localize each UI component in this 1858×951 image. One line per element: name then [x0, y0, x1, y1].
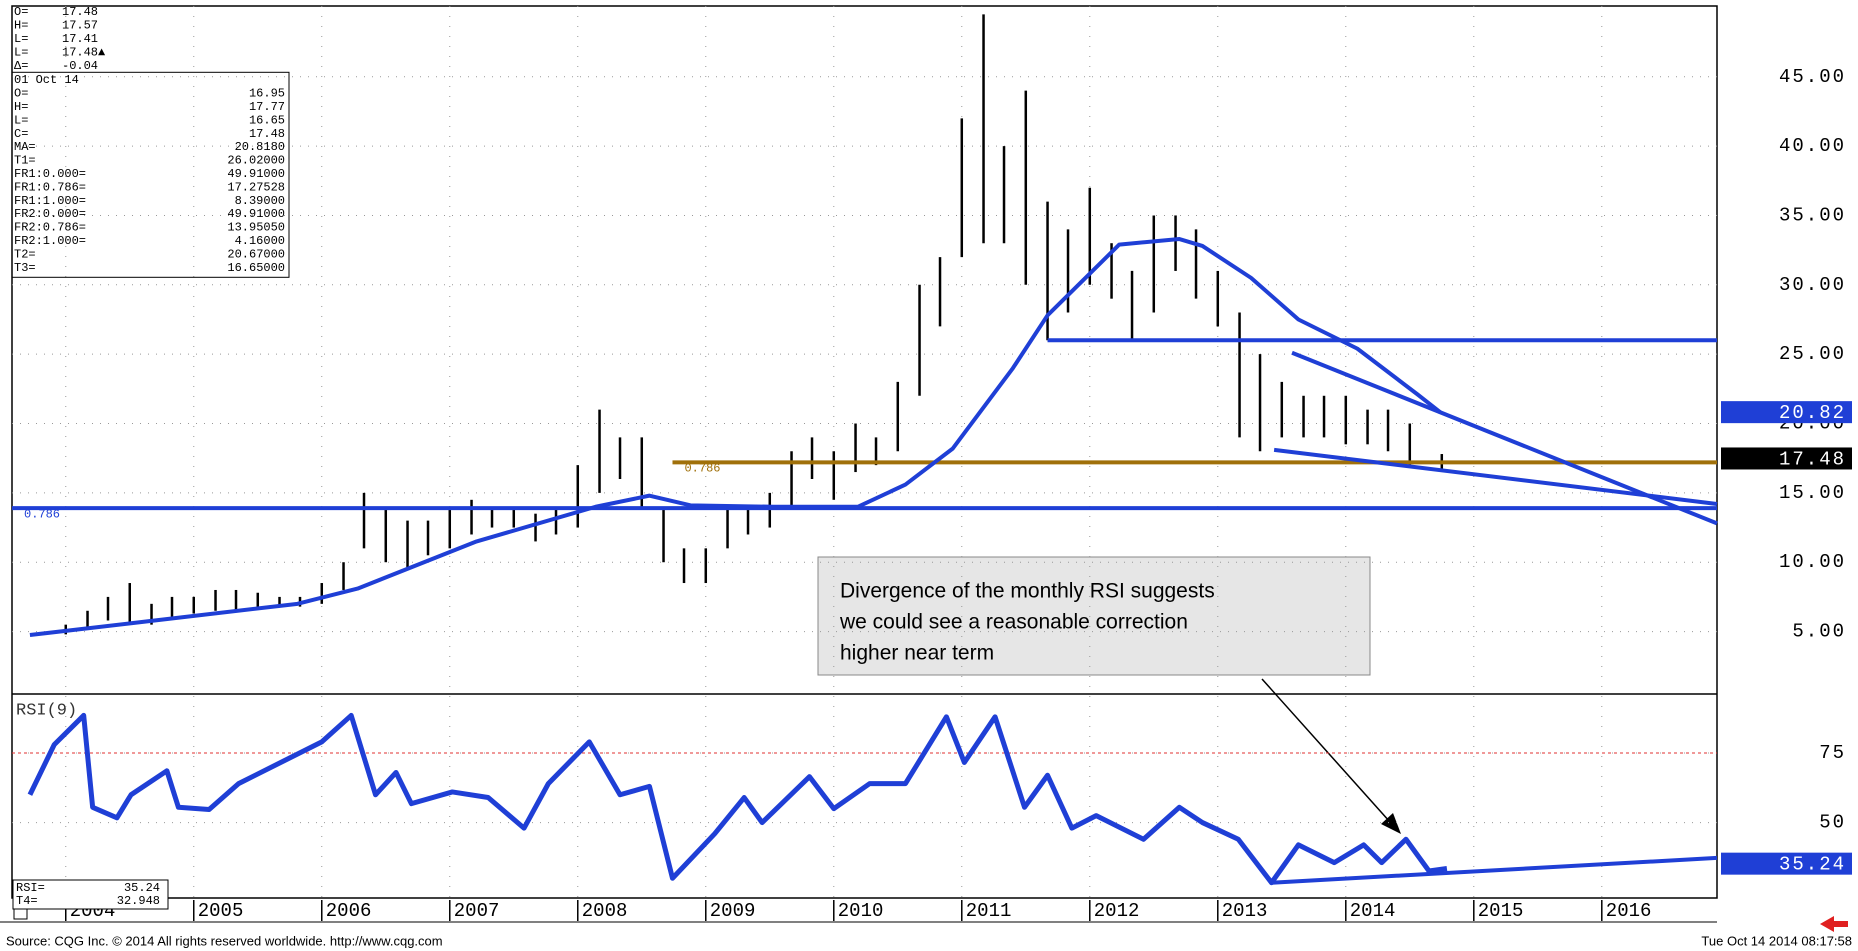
info-value: 16.95 — [249, 87, 285, 101]
info-label: H= — [14, 19, 28, 33]
plot-frame — [11, 5, 1718, 899]
info-label: MA= — [14, 140, 36, 154]
y-tick-label: 45.00 — [1779, 66, 1846, 88]
annotation-line: Divergence of the monthly RSI suggests — [840, 580, 1215, 603]
x-tick-label: 2013 — [1222, 900, 1268, 922]
level-label: 0.786 — [684, 462, 720, 476]
value-marker — [1721, 447, 1852, 470]
rsi-title: RSI(9) — [16, 701, 77, 720]
arrow-head — [1381, 813, 1401, 834]
y-tick-label: 40.00 — [1779, 135, 1846, 157]
x-tick-label: 2005 — [198, 900, 244, 922]
rsi-line — [27, 712, 1448, 886]
y-tick-label: 35.00 — [1779, 204, 1846, 226]
info-label: L= — [14, 113, 28, 127]
info-label: T3= — [14, 261, 36, 275]
value-marker-label: 20.82 — [1779, 402, 1846, 424]
info-label: O= — [14, 5, 28, 19]
info-label: L= — [14, 45, 28, 59]
y-tick-label: 25.00 — [1779, 343, 1846, 365]
rsi-label: T4= — [16, 894, 38, 908]
annotation-line: higher near term — [840, 642, 994, 665]
x-tick-label: 2012 — [1094, 900, 1140, 922]
info-label: T2= — [14, 247, 36, 261]
info-label: T1= — [14, 154, 36, 168]
info-value: 4.16000 — [235, 234, 285, 248]
x-tick-label: 2009 — [710, 900, 756, 922]
rsi-value: 32.948 — [117, 894, 160, 908]
info-value: 17.57 — [62, 19, 98, 33]
info-value: 20.8180 — [235, 140, 285, 154]
x-tick-label: 2015 — [1478, 900, 1524, 922]
info-label: FR1:0.000= — [14, 167, 86, 181]
x-tick-label: 2008 — [582, 900, 628, 922]
info-label: O= — [14, 87, 28, 101]
y-tick-label: 5.00 — [1792, 621, 1846, 643]
value-marker-label: 35.24 — [1779, 854, 1846, 876]
info-value: 17.41 — [62, 32, 98, 46]
annotation-box — [817, 556, 1371, 676]
info-value: 49.91000 — [227, 207, 285, 221]
x-tick-label: 2014 — [1350, 900, 1396, 922]
info-label: FR2:0.786= — [14, 221, 86, 235]
info-value: -0.04 — [62, 59, 98, 73]
info-value: 17.27528 — [227, 180, 285, 194]
value-marker — [1721, 852, 1852, 875]
info-value: 16.65 — [249, 113, 285, 127]
info-value: 20.67000 — [227, 247, 285, 261]
x-tick-label: 2010 — [838, 900, 884, 922]
value-marker-label: 17.48 — [1779, 448, 1846, 470]
y-tick-label: 15.00 — [1779, 482, 1846, 504]
trendline — [1271, 855, 1718, 885]
info-value: 17.48 — [249, 127, 285, 141]
rsi-value: 35.24 — [124, 881, 160, 895]
y-tick-label: 75 — [1819, 742, 1846, 764]
info-date: 01 Oct 14 — [14, 73, 79, 87]
x-tick-label: 2007 — [454, 900, 500, 922]
info-value: 17.48 — [62, 5, 98, 19]
info-label: H= — [14, 100, 28, 114]
info-label: FR1:0.786= — [14, 180, 86, 194]
info-box — [11, 71, 290, 278]
footer-timestamp: Tue Oct 14 2014 08:17:58 — [1701, 933, 1852, 948]
rsi-label: RSI= — [16, 881, 45, 895]
info-value: 49.91000 — [227, 167, 285, 181]
x-tick-label: 2006 — [326, 900, 372, 922]
y-tick-label: 30.00 — [1779, 274, 1846, 296]
info-label: FR1:1.000= — [14, 194, 86, 208]
scroll-arrow — [1820, 916, 1848, 932]
info-value: 16.65000 — [227, 261, 285, 275]
moving-average — [29, 237, 1442, 638]
y-tick-label: 50 — [1819, 812, 1846, 834]
info-value: 17.48▲ — [62, 45, 106, 59]
info-label: FR2:1.000= — [14, 234, 86, 248]
info-value: 8.39000 — [235, 194, 285, 208]
footer-source: Source: CQG Inc. © 2014 All rights reser… — [6, 933, 443, 948]
trendline — [1273, 447, 1718, 506]
annotation-arrow — [1261, 678, 1391, 823]
x-tick-label: 2016 — [1606, 900, 1652, 922]
annotation-line: we could see a reasonable correction — [839, 611, 1188, 634]
info-label: C= — [14, 127, 28, 141]
info-value: 13.95050 — [227, 221, 285, 235]
info-label: L= — [14, 32, 28, 46]
x-tick-label: 2011 — [966, 900, 1012, 922]
rsi-box — [12, 879, 169, 910]
info-value: 26.02000 — [227, 154, 285, 168]
info-label: Δ= — [14, 59, 28, 73]
info-value: 17.77 — [249, 100, 285, 114]
level-label: 0.786 — [24, 507, 60, 521]
info-label: FR2:0.000= — [14, 207, 86, 221]
y-tick-label: 10.00 — [1779, 551, 1846, 573]
value-marker — [1721, 401, 1852, 424]
